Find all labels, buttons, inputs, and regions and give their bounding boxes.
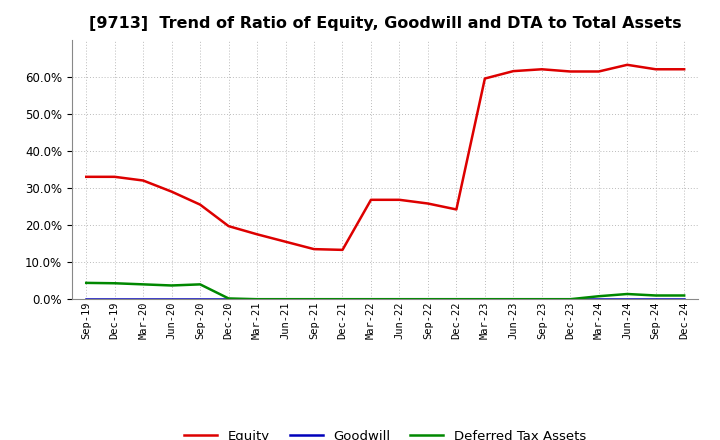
Equity xyxy=(423,201,432,206)
Deferred Tax Assets xyxy=(310,297,318,302)
Goodwill xyxy=(566,297,575,302)
Goodwill xyxy=(338,297,347,302)
Deferred Tax Assets xyxy=(623,291,631,297)
Goodwill xyxy=(652,297,660,302)
Goodwill xyxy=(110,297,119,302)
Equity xyxy=(509,69,518,74)
Goodwill xyxy=(310,297,318,302)
Deferred Tax Assets xyxy=(423,297,432,302)
Deferred Tax Assets xyxy=(196,282,204,287)
Legend: Equity, Goodwill, Deferred Tax Assets: Equity, Goodwill, Deferred Tax Assets xyxy=(179,425,591,440)
Deferred Tax Assets xyxy=(253,297,261,302)
Goodwill xyxy=(680,297,688,302)
Deferred Tax Assets xyxy=(225,296,233,301)
Equity xyxy=(537,66,546,72)
Goodwill xyxy=(595,297,603,302)
Goodwill xyxy=(623,297,631,302)
Equity xyxy=(225,224,233,229)
Goodwill xyxy=(253,297,261,302)
Goodwill xyxy=(537,297,546,302)
Goodwill xyxy=(395,297,404,302)
Equity xyxy=(566,69,575,74)
Equity xyxy=(366,197,375,202)
Deferred Tax Assets xyxy=(595,293,603,299)
Equity xyxy=(167,189,176,194)
Equity xyxy=(395,197,404,202)
Goodwill xyxy=(282,297,290,302)
Equity xyxy=(253,231,261,237)
Equity xyxy=(623,62,631,67)
Equity xyxy=(282,239,290,244)
Deferred Tax Assets xyxy=(480,297,489,302)
Equity xyxy=(110,174,119,180)
Deferred Tax Assets xyxy=(395,297,404,302)
Line: Equity: Equity xyxy=(86,65,684,250)
Goodwill xyxy=(509,297,518,302)
Equity xyxy=(310,246,318,252)
Goodwill xyxy=(366,297,375,302)
Deferred Tax Assets xyxy=(139,282,148,287)
Equity xyxy=(82,174,91,180)
Deferred Tax Assets xyxy=(566,297,575,302)
Equity xyxy=(139,178,148,183)
Equity xyxy=(595,69,603,74)
Deferred Tax Assets xyxy=(537,297,546,302)
Deferred Tax Assets xyxy=(82,280,91,286)
Goodwill xyxy=(452,297,461,302)
Equity xyxy=(338,247,347,253)
Goodwill xyxy=(423,297,432,302)
Deferred Tax Assets xyxy=(652,293,660,298)
Line: Deferred Tax Assets: Deferred Tax Assets xyxy=(86,283,684,299)
Equity xyxy=(452,207,461,212)
Goodwill xyxy=(196,297,204,302)
Equity xyxy=(680,66,688,72)
Title: [9713]  Trend of Ratio of Equity, Goodwill and DTA to Total Assets: [9713] Trend of Ratio of Equity, Goodwil… xyxy=(89,16,682,32)
Goodwill xyxy=(480,297,489,302)
Deferred Tax Assets xyxy=(452,297,461,302)
Deferred Tax Assets xyxy=(167,283,176,288)
Deferred Tax Assets xyxy=(282,297,290,302)
Equity xyxy=(480,76,489,81)
Goodwill xyxy=(139,297,148,302)
Goodwill xyxy=(167,297,176,302)
Goodwill xyxy=(82,297,91,302)
Deferred Tax Assets xyxy=(110,281,119,286)
Deferred Tax Assets xyxy=(338,297,347,302)
Goodwill xyxy=(225,297,233,302)
Equity xyxy=(196,202,204,207)
Deferred Tax Assets xyxy=(680,293,688,298)
Deferred Tax Assets xyxy=(366,297,375,302)
Equity xyxy=(652,66,660,72)
Deferred Tax Assets xyxy=(509,297,518,302)
